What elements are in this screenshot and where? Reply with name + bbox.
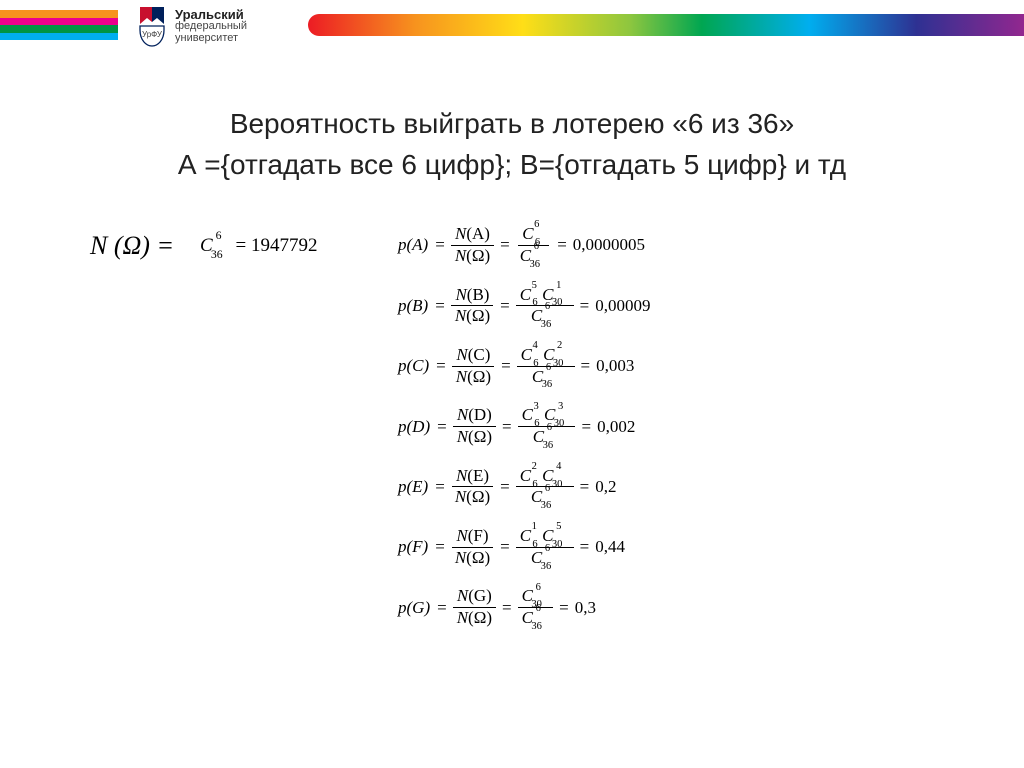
omega-value: C636 = 1947792 — [200, 235, 317, 257]
rainbow-bar — [308, 14, 1024, 36]
formula-row-a: p(A)=N(A)N(Ω)=C66C636=0,0000005 — [398, 225, 778, 265]
frac-n-over-omega: N(A)N(Ω) — [451, 225, 494, 265]
logo-icon: УрФУ — [135, 4, 169, 48]
frac-n-over-omega: N(G)N(Ω) — [453, 587, 496, 627]
omega-lhs: N (Ω) = — [90, 231, 174, 261]
formula-lhs: p(B) — [398, 296, 428, 316]
formula-lhs: p(F) — [398, 537, 428, 557]
result-value: 0,44 — [595, 537, 625, 557]
formula-lhs: p(G) — [398, 598, 430, 618]
frac-combinatorial: C46C230C636 — [517, 346, 575, 386]
title-line2: А ={отгадать все 6 цифр}; В={отгадать 5 … — [0, 145, 1024, 186]
formula-lhs: p(E) — [398, 477, 428, 497]
frac-combinatorial: C36C330C636 — [518, 406, 576, 446]
formula-lhs: p(D) — [398, 417, 430, 437]
formula-row-d: p(D)=N(D)N(Ω)=C36C330C636=0,002 — [398, 406, 778, 446]
formula-lhs: p(A) — [398, 235, 428, 255]
stripe-accent — [0, 10, 118, 40]
formula-row-b: p(B)=N(B)N(Ω)=C56C130C636=0,00009 — [398, 286, 778, 326]
frac-n-over-omega: N(E)N(Ω) — [451, 467, 494, 507]
formula-row-f: p(F)=N(F)N(Ω)=C16C530C636=0,44 — [398, 527, 778, 567]
formula-row-e: p(E)=N(E)N(Ω)=C26C430C636=0,2 — [398, 467, 778, 507]
frac-combinatorial: C26C430C636 — [516, 467, 574, 507]
logo-line3: университет — [175, 33, 247, 45]
logo: УрФУ Уральский федеральный университет — [135, 4, 247, 48]
result-value: 0,3 — [575, 598, 596, 618]
formula-row-g: p(G)=N(G)N(Ω)=C630C636=0,3 — [398, 587, 778, 627]
svg-text:УрФУ: УрФУ — [142, 30, 163, 39]
frac-combinatorial: C56C130C636 — [516, 286, 574, 326]
result-value: 0,00009 — [595, 296, 650, 316]
frac-n-over-omega: N(D)N(Ω) — [453, 406, 496, 446]
title-line1: Вероятность выйграть в лотерею «6 из 36» — [0, 104, 1024, 145]
frac-combinatorial: C66C636 — [516, 225, 551, 265]
result-value: 0,002 — [597, 417, 635, 437]
frac-combinatorial: C630C636 — [518, 587, 553, 627]
frac-n-over-omega: N(F)N(Ω) — [451, 527, 494, 567]
slide-title: Вероятность выйграть в лотерею «6 из 36»… — [0, 104, 1024, 185]
formula-row-c: p(C)=N(C)N(Ω)=C46C230C636=0,003 — [398, 346, 778, 386]
result-value: 0,2 — [595, 477, 616, 497]
logo-text: Уральский федеральный университет — [175, 8, 247, 45]
formula-list: p(A)=N(A)N(Ω)=C66C636=0,0000005 p(B)=N(B)… — [398, 225, 778, 648]
result-value: 0,003 — [596, 356, 634, 376]
logo-line1: Уральский — [175, 8, 247, 22]
result-value: 0,0000005 — [573, 235, 645, 255]
header: УрФУ Уральский федеральный университет — [0, 0, 1024, 56]
frac-n-over-omega: N(C)N(Ω) — [452, 346, 495, 386]
formula-lhs: p(C) — [398, 356, 429, 376]
frac-combinatorial: C16C530C636 — [516, 527, 574, 567]
frac-n-over-omega: N(B)N(Ω) — [451, 286, 494, 326]
omega-number: = 1947792 — [235, 235, 317, 256]
